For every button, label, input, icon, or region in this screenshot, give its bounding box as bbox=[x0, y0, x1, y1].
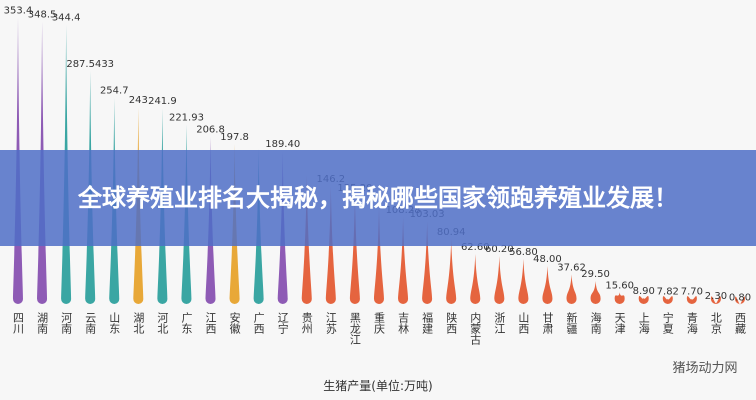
value-label: 344.4 bbox=[52, 13, 81, 24]
banner-bg bbox=[0, 150, 756, 246]
x-tick-label: 安徽 bbox=[228, 311, 241, 335]
drop-bar bbox=[422, 221, 433, 304]
value-label: 189.40 bbox=[265, 139, 300, 150]
x-tick-label: 湖南 bbox=[36, 312, 49, 334]
value-label: 60.20 bbox=[485, 244, 514, 255]
drop-bar bbox=[374, 207, 384, 304]
x-tick-label: 重庆 bbox=[373, 311, 386, 335]
x-tick-label: 辽宁 bbox=[276, 312, 289, 334]
watermark: 猪场动力网 bbox=[672, 361, 737, 376]
drop-bar bbox=[542, 265, 553, 304]
value-label: 2.30 bbox=[705, 291, 727, 302]
drop-bar bbox=[470, 254, 481, 304]
x-tick-label: 天津 bbox=[613, 312, 626, 334]
x-tick-label: 浙江 bbox=[493, 312, 506, 334]
x-tick-label: 广东 bbox=[180, 312, 193, 334]
x-tick-label: 福建 bbox=[421, 311, 434, 335]
x-tick-label: 山东 bbox=[108, 312, 121, 334]
banner-box: 全球养殖业排名大揭秘，揭秘哪些国家领跑养殖业发展！ bbox=[78, 184, 678, 212]
x-tick-label: 青海 bbox=[685, 312, 698, 335]
drop-bar bbox=[638, 296, 649, 304]
value-label: 37.62 bbox=[557, 262, 586, 273]
value-label: 353.4 bbox=[4, 5, 33, 16]
value-label: 241.9 bbox=[148, 96, 177, 107]
value-label: 8.90 bbox=[633, 286, 655, 297]
value-label: 243 bbox=[129, 95, 148, 106]
value-label: 48.00 bbox=[533, 254, 562, 265]
value-label: 254.7 bbox=[100, 86, 129, 97]
value-label: 197.8 bbox=[220, 132, 249, 143]
drop-bar bbox=[494, 256, 505, 304]
x-tick-label: 河北 bbox=[156, 312, 169, 334]
drop-bar bbox=[518, 258, 529, 304]
drop-bar bbox=[710, 296, 721, 304]
x-tick-label: 四川 bbox=[12, 312, 25, 334]
value-label: 7.70 bbox=[681, 287, 703, 298]
value-label: 62.60 bbox=[461, 242, 490, 253]
drop-bar bbox=[735, 296, 745, 305]
x-tick-label: 河南 bbox=[60, 312, 73, 334]
banner-title: 全球养殖业排名大揭秘，揭秘哪些国家领跑养殖业发展！ bbox=[78, 184, 678, 212]
x-tick-label: 甘肃 bbox=[541, 312, 554, 335]
x-tick-label: 宁夏 bbox=[661, 311, 674, 334]
x-tick-label: 广西 bbox=[252, 312, 265, 334]
x-tick-label: 北京 bbox=[709, 312, 722, 335]
drop-bar bbox=[398, 216, 409, 304]
x-tick-label: 上海 bbox=[637, 312, 650, 335]
drop-bar bbox=[590, 280, 601, 304]
drop-bar bbox=[446, 239, 457, 304]
x-tick-label: 内蒙古 bbox=[469, 311, 482, 345]
value-label: 221.93 bbox=[169, 112, 204, 123]
x-tick-label: 吉林 bbox=[397, 312, 410, 334]
x-tick-label: 陕西 bbox=[445, 311, 458, 334]
x-tick-label: 湖北 bbox=[132, 312, 145, 334]
drop-bar bbox=[686, 296, 697, 304]
drop-bar bbox=[566, 274, 577, 304]
x-tick-label: 西藏 bbox=[734, 312, 747, 335]
x-tick-label: 云南 bbox=[84, 312, 97, 334]
x-tick-label: 江西 bbox=[204, 312, 217, 334]
x-tick-label: 新疆 bbox=[565, 311, 578, 334]
x-tick-label: 贵州 bbox=[300, 312, 313, 334]
value-label: 206.8 bbox=[196, 125, 225, 136]
drop-bar bbox=[349, 194, 360, 304]
value-label: 0.80 bbox=[729, 292, 751, 303]
x-tick-label: 海南 bbox=[589, 311, 602, 334]
drop-bar bbox=[614, 292, 625, 304]
value-label: 56.80 bbox=[509, 247, 538, 258]
x-tick-label: 黑龙江 bbox=[348, 312, 361, 345]
drop-bar bbox=[662, 296, 673, 304]
x-axis-label: 生猪产量(单位:万吨) bbox=[323, 378, 432, 393]
x-tick-label: 山西 bbox=[517, 312, 530, 334]
x-tick-label: 江苏 bbox=[324, 312, 337, 335]
value-label: 7.82 bbox=[657, 287, 679, 298]
value-label: 29.50 bbox=[581, 269, 610, 280]
value-label: 348.5 bbox=[28, 9, 57, 20]
value-label: 287.5433 bbox=[66, 59, 114, 70]
value-label: 15.60 bbox=[605, 280, 634, 291]
